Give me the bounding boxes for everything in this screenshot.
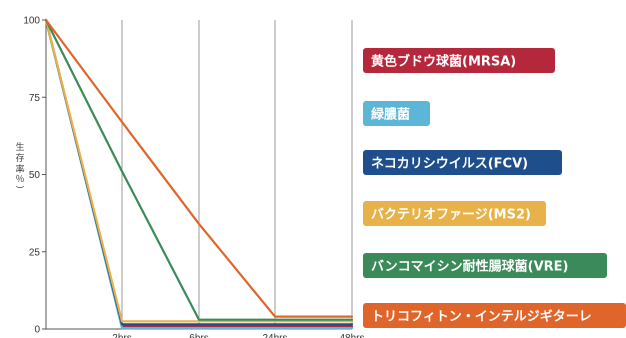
y-axis-label-char-3: (	[14, 169, 24, 173]
y-axis-label: 生存率(％)	[14, 141, 25, 189]
y-axis-label-char-4: ％	[15, 174, 24, 185]
legend-box-5	[363, 253, 607, 278]
y-tick-label-50: 50	[29, 170, 41, 181]
x-tick-labels: 2hrs 6hrs 24hrs 48hrs	[112, 333, 364, 338]
series-line-4	[44, 18, 354, 323]
legend-label-3: ネコカリシウイルス(FCV)	[371, 157, 528, 172]
x-tick-label-3: 24hrs	[262, 333, 287, 338]
y-axis-label-char-1: 存	[15, 152, 24, 164]
legend-box-6	[363, 303, 626, 328]
y-tick-label-75: 75	[29, 93, 41, 104]
legend-box-1	[363, 48, 555, 73]
legend-box-4	[363, 201, 546, 226]
legend-label-4: バクテリオファージ(MS2)	[371, 208, 531, 223]
x-tick-label-2: 6hrs	[189, 333, 208, 338]
legend-box-2	[363, 101, 430, 126]
y-tick-labels: 0 25 50 75 100	[23, 16, 46, 336]
legend-label-5: バンコマイシン耐性腸球菌(VRE)	[371, 259, 569, 275]
grid-lines	[121, 20, 353, 329]
series-lines	[44, 18, 354, 330]
series-line-6	[44, 18, 354, 318]
legend-label-1: 黄色ブドウ球菌(MRSA)	[371, 54, 516, 70]
series-line-5	[44, 18, 354, 321]
x-tick-label-1: 2hrs	[112, 333, 131, 338]
legend-box-3	[363, 150, 562, 175]
y-tick-label-100: 100	[23, 16, 40, 27]
legend-label-2: 緑膿菌	[371, 107, 410, 123]
y-axis-label-char-0: 生	[15, 141, 24, 153]
legend-label-6: トリコフィトン・インテルジギターレ	[371, 309, 592, 325]
x-tick-label-4: 48hrs	[339, 333, 364, 338]
y-tick-label-0: 0	[34, 325, 40, 336]
y-axis-label-char-5: )	[14, 185, 24, 189]
y-tick-label-25: 25	[29, 247, 41, 258]
y-axis-label-char-2: 率	[15, 163, 24, 175]
